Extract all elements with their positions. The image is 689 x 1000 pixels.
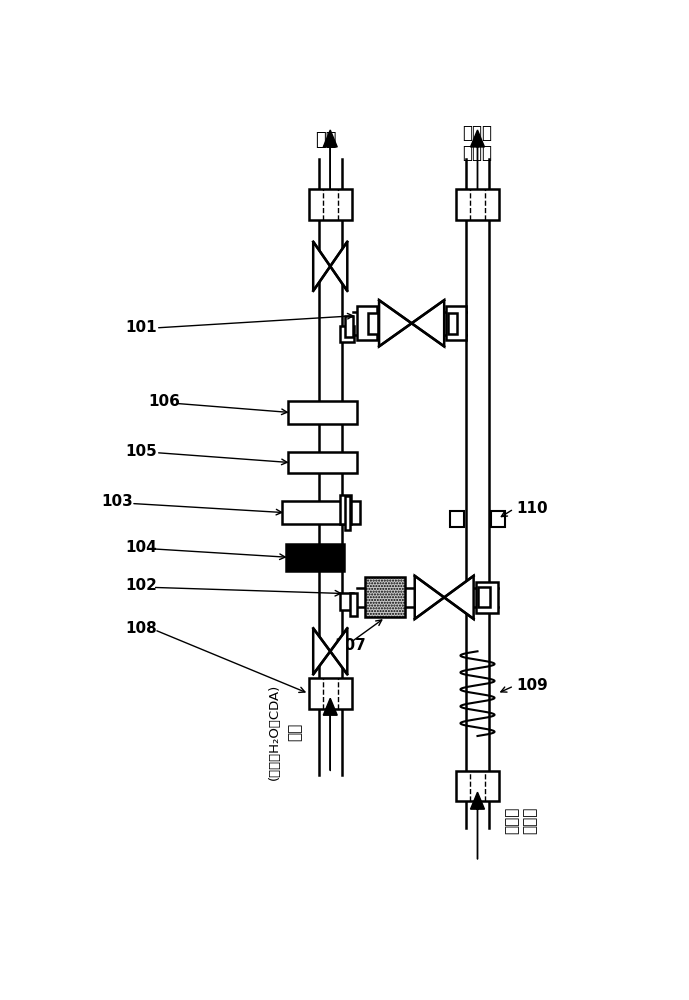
Text: 106: 106 (148, 394, 180, 409)
Bar (349, 593, 357, 616)
Bar (476, 582, 497, 613)
Text: 流入: 流入 (288, 723, 303, 741)
FancyArrow shape (471, 792, 484, 859)
Bar (446, 306, 466, 340)
Text: 108: 108 (125, 621, 156, 636)
FancyArrow shape (471, 130, 484, 189)
Text: 107: 107 (334, 638, 366, 653)
Bar (491, 511, 504, 527)
Text: 水性介: 水性介 (505, 807, 520, 834)
Bar (345, 496, 349, 530)
Text: 105: 105 (125, 444, 156, 459)
Text: 109: 109 (516, 678, 548, 693)
Text: 质流入: 质流入 (523, 807, 537, 834)
Bar (287, 452, 358, 473)
Text: 101: 101 (125, 320, 156, 335)
FancyArrow shape (323, 698, 337, 771)
Polygon shape (330, 628, 347, 674)
Bar (340, 326, 354, 342)
Bar (286, 544, 344, 571)
Polygon shape (313, 628, 330, 674)
Bar (287, 401, 358, 424)
Bar (448, 312, 457, 334)
Polygon shape (411, 300, 444, 346)
Bar (340, 495, 351, 524)
Text: 流出: 流出 (316, 131, 337, 149)
Bar (345, 316, 353, 337)
Bar (368, 312, 378, 334)
Bar (365, 577, 405, 617)
FancyArrow shape (323, 130, 337, 189)
Text: (例如：H₂O，CDA): (例如：H₂O，CDA) (268, 684, 281, 780)
Bar (451, 511, 464, 527)
Polygon shape (415, 576, 444, 619)
Bar (358, 306, 377, 340)
Text: 102: 102 (125, 578, 157, 593)
Polygon shape (444, 576, 473, 619)
Text: 110: 110 (516, 501, 548, 516)
Bar (456, 771, 499, 801)
Bar (478, 587, 490, 607)
Bar (309, 678, 351, 709)
Bar (340, 593, 353, 610)
Bar (309, 189, 351, 220)
Polygon shape (379, 300, 411, 346)
Text: 103: 103 (101, 494, 134, 509)
Polygon shape (330, 242, 347, 291)
Text: 104: 104 (125, 540, 156, 555)
Text: 水性介: 水性介 (462, 124, 493, 142)
Polygon shape (313, 242, 330, 291)
Bar (282, 501, 360, 524)
Text: 质流出: 质流出 (462, 144, 493, 162)
Bar (456, 189, 499, 220)
